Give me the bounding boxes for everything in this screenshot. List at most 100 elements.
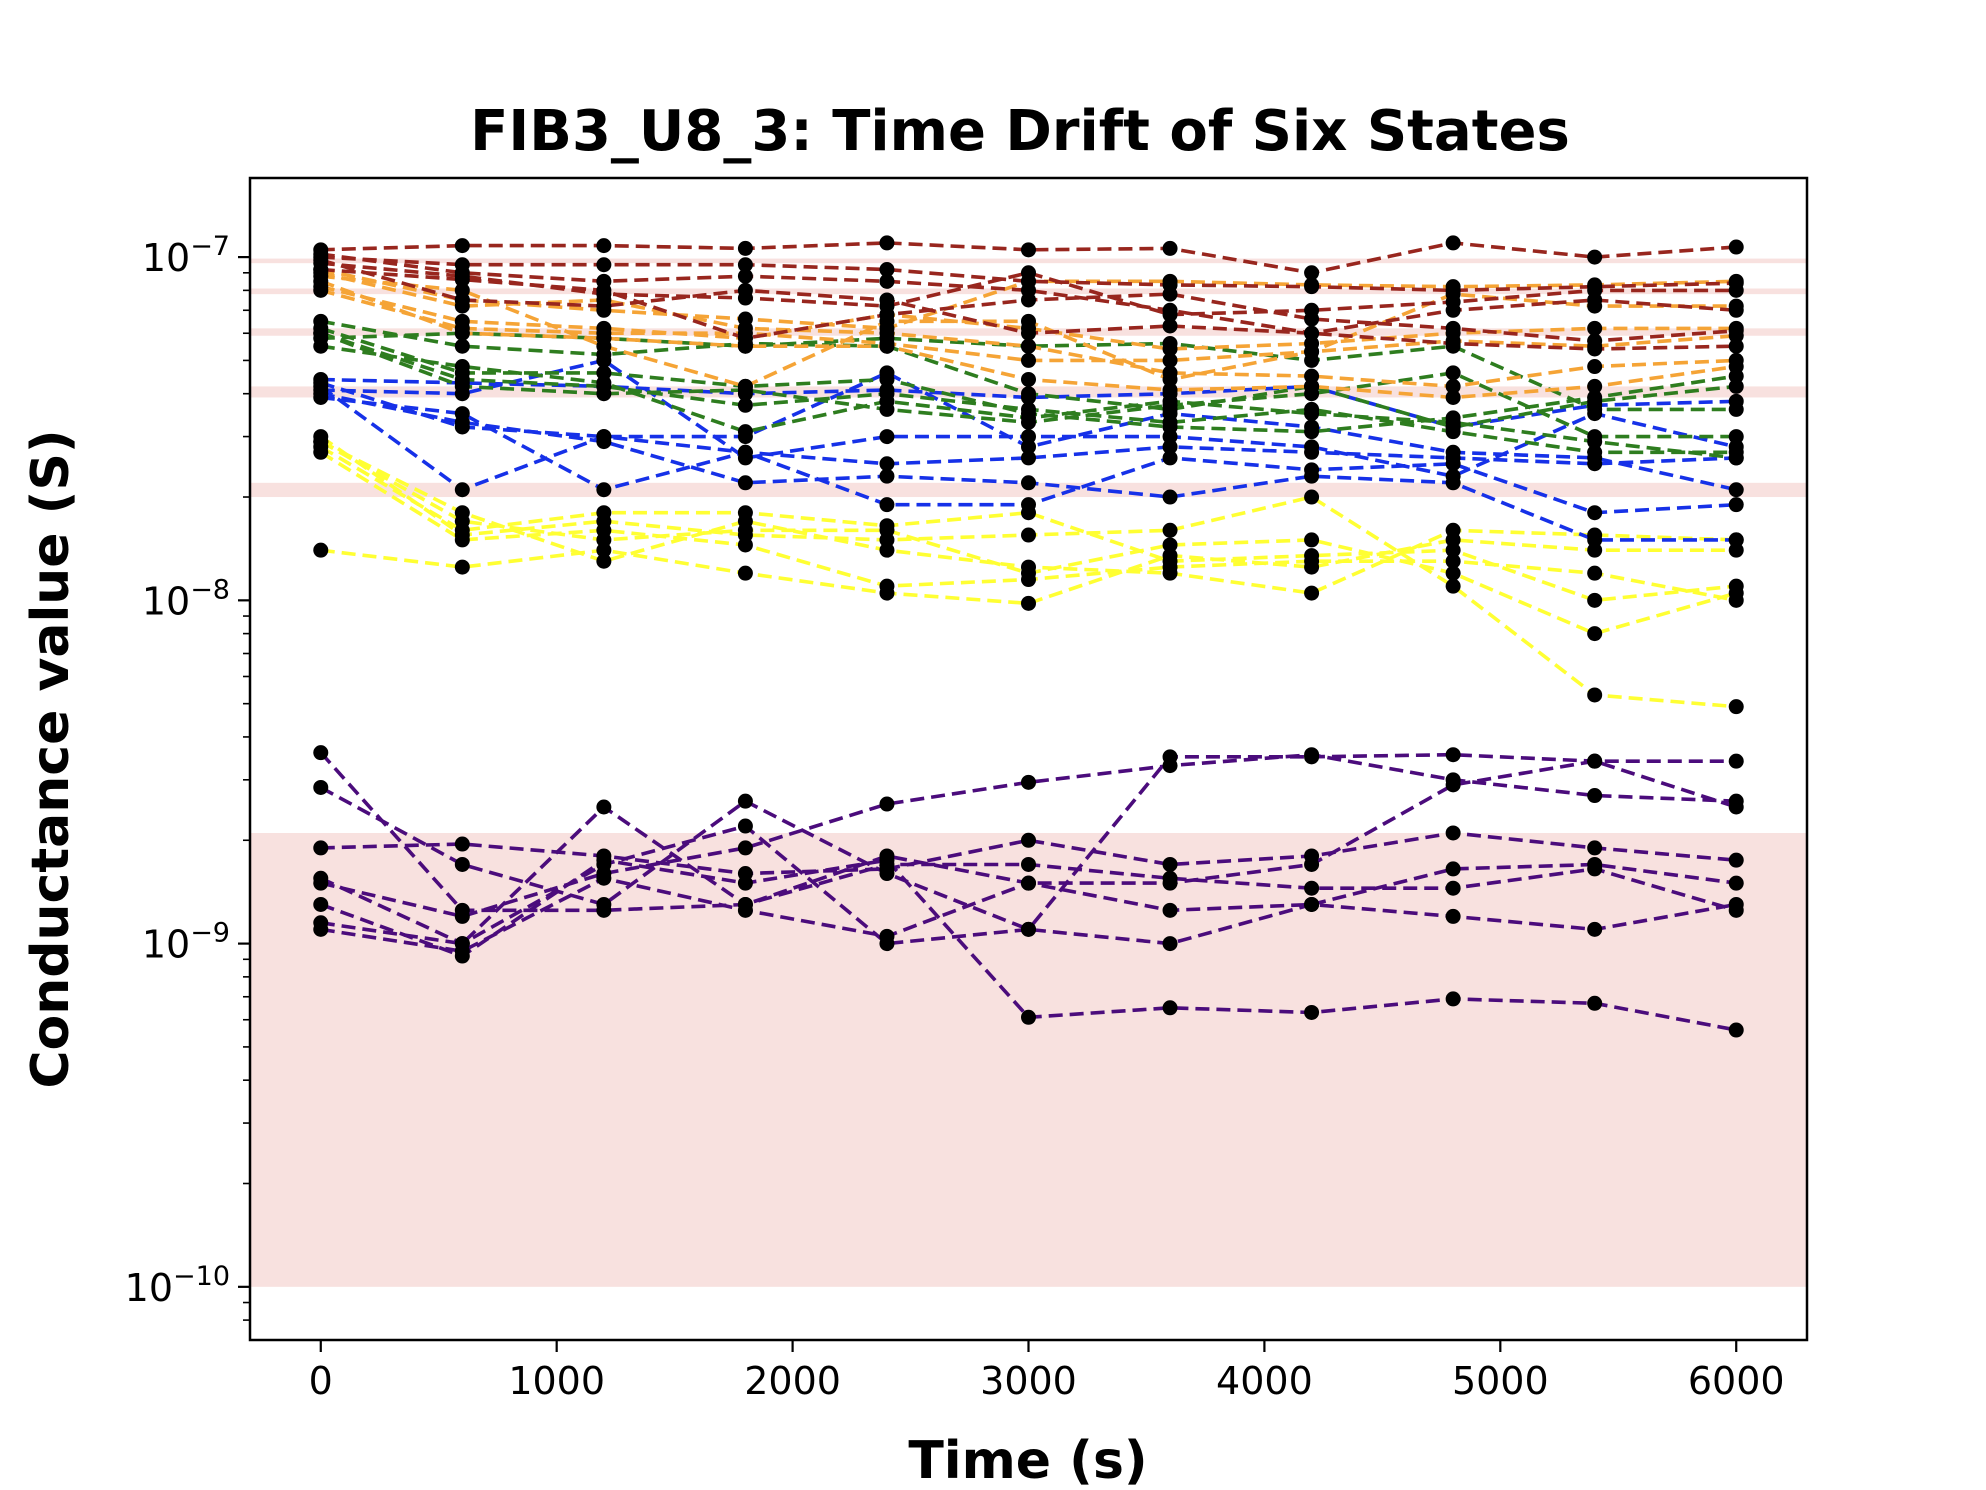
data-point: [1304, 559, 1320, 575]
data-point: [737, 450, 753, 466]
data-point: [1162, 286, 1178, 302]
data-point: [737, 330, 753, 346]
data-point: [737, 513, 753, 529]
data-point: [1304, 462, 1320, 478]
data-point: [1162, 352, 1178, 368]
data-point: [879, 928, 895, 944]
data-point: [596, 799, 612, 815]
data-point: [1021, 875, 1036, 891]
data-point: [1587, 292, 1603, 308]
y-axis-label: Conductance value (S): [21, 429, 81, 1088]
data-point: [1021, 352, 1036, 368]
data-point: [313, 246, 329, 262]
data-point: [454, 836, 470, 852]
x-tick-label: 4000: [1216, 1359, 1313, 1403]
data-point: [1162, 856, 1178, 872]
data-point: [1728, 592, 1744, 608]
data-point: [1587, 840, 1603, 856]
data-point: [1162, 382, 1178, 398]
x-axis-label: Time (s): [908, 1431, 1147, 1490]
y-axis-ticks: 10−10 10−9 10−8 10−7: [125, 231, 250, 1321]
x-tick-label: 5000: [1452, 1359, 1549, 1403]
data-point: [737, 378, 753, 394]
data-point: [737, 565, 753, 581]
data-point: [454, 238, 470, 254]
data-markers: [313, 235, 1744, 1038]
data-point: [1304, 368, 1320, 384]
data-point: [454, 338, 470, 354]
data-point: [737, 311, 753, 327]
data-point: [1445, 336, 1461, 352]
data-point: [1021, 572, 1036, 588]
data-point: [1587, 320, 1603, 336]
data-point: [1304, 489, 1320, 505]
data-point: [1304, 848, 1320, 864]
data-point: [1021, 497, 1036, 513]
data-point: [454, 419, 470, 435]
data-point: [1162, 240, 1178, 256]
data-point: [454, 943, 470, 959]
data-point: [1021, 313, 1036, 329]
data-point: [1728, 378, 1744, 394]
data-point: [313, 921, 329, 937]
data-point: [1304, 265, 1320, 281]
data-point: [1445, 320, 1461, 336]
data-point: [1728, 542, 1744, 558]
data-point: [1728, 699, 1744, 715]
data-point: [1728, 852, 1744, 868]
data-point: [1728, 359, 1744, 375]
data-point: [1304, 532, 1320, 548]
data-point: [1304, 378, 1320, 394]
data-point: [1162, 302, 1178, 318]
x-tick-label: 1000: [508, 1359, 605, 1403]
data-point: [313, 896, 329, 912]
data-point: [1445, 456, 1461, 472]
data-point: [1162, 489, 1178, 505]
data-point: [1021, 371, 1036, 387]
data-point: [1587, 378, 1603, 394]
data-point: [1445, 522, 1461, 538]
data-point: [1304, 401, 1320, 417]
data-point: [454, 272, 470, 288]
series-line-15: [319, 384, 1737, 492]
data-point: [1162, 936, 1178, 952]
data-point: [737, 257, 753, 273]
data-point: [1021, 439, 1036, 455]
x-tick-label: 6000: [1688, 1359, 1785, 1403]
data-point: [1587, 333, 1603, 349]
y-tick-label: 10−9: [142, 918, 230, 967]
data-point: [1021, 292, 1036, 308]
data-point: [1587, 592, 1603, 608]
data-point: [1021, 595, 1036, 611]
data-point: [1445, 565, 1461, 581]
x-tick-label: 0: [309, 1359, 333, 1403]
data-point: [1728, 482, 1744, 498]
data-point: [596, 325, 612, 341]
series-line-33: [320, 255, 1737, 293]
data-point: [1728, 302, 1744, 318]
data-point: [1304, 880, 1320, 896]
data-point: [1021, 401, 1036, 417]
x-tick-label: 2000: [744, 1359, 841, 1403]
data-point: [1728, 282, 1744, 298]
data-point: [1021, 386, 1036, 402]
data-point: [313, 745, 329, 761]
data-point: [1162, 414, 1178, 430]
series-line-12: [320, 538, 1737, 606]
series-line-4: [320, 752, 1737, 919]
data-point: [1304, 439, 1320, 455]
data-point: [596, 338, 612, 354]
data-point: [1304, 344, 1320, 360]
data-point: [1162, 1000, 1178, 1016]
data-point: [454, 292, 470, 308]
data-point: [313, 542, 329, 558]
data-point: [1728, 338, 1744, 354]
data-point: [879, 796, 895, 812]
data-point: [454, 371, 470, 387]
data-point: [1304, 279, 1320, 295]
data-point: [1587, 788, 1603, 804]
x-axis-ticks: 0 1000 2000 3000 4000 5000 6000: [309, 1340, 1785, 1403]
data-point: [879, 468, 895, 484]
data-point: [1021, 338, 1036, 354]
